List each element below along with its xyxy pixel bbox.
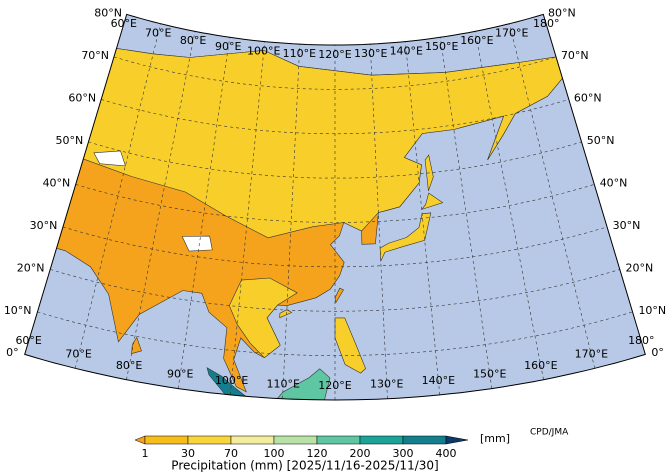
colorbar-tick-label: 100 — [264, 447, 285, 460]
colorbar-bin — [402, 435, 447, 445]
land-hainan — [279, 309, 293, 319]
left-lat-label: 60°N — [68, 92, 96, 105]
meridian — [369, 44, 388, 399]
top-lon-label: 110°E — [283, 47, 316, 60]
colorbar-tick-label: 400 — [436, 447, 457, 460]
parallel — [50, 269, 620, 312]
credit: CPD/JMA — [530, 428, 569, 438]
right-lat-label: 30°N — [613, 219, 641, 232]
left-lat-label: 50°N — [55, 134, 83, 147]
parallel — [75, 184, 595, 223]
left-lat-label: 10°N — [4, 304, 32, 317]
top-lon-label: 160°E — [460, 34, 493, 47]
colorbar-bin — [187, 435, 232, 445]
colorbar-tick-label: 120 — [307, 447, 328, 460]
top-lon-label: 60°E — [111, 17, 137, 30]
bottom-lon-label: 180° — [628, 334, 655, 347]
caption: Precipitation (mm) [2025/11/16-2025/11/3… — [171, 459, 438, 473]
meridian — [282, 44, 301, 399]
right-lat-label: 20°N — [626, 261, 654, 274]
top-lon-label: 70°E — [145, 26, 171, 39]
land-japan — [379, 212, 432, 262]
colorbar-high — [445, 435, 469, 445]
parallel — [62, 226, 608, 268]
bottom-lon-label: 120°E — [318, 379, 351, 392]
colorbar: 1 30 70 100 120 200 300 400 — [134, 435, 469, 460]
bottom-lon-label: 80°E — [116, 359, 142, 372]
land-philippines — [334, 317, 366, 374]
colorbar-bin — [359, 435, 404, 445]
meridian — [474, 31, 544, 380]
colorbar-unit: [mm] — [480, 432, 510, 445]
top-lon-label: 80°E — [180, 34, 206, 47]
meridian — [439, 37, 493, 389]
bottom-lon-label: 110°E — [267, 378, 300, 391]
colorbar-bin — [230, 435, 275, 445]
right-lat-label: 40°N — [600, 176, 628, 189]
land-tibet-gap — [181, 235, 213, 252]
left-lat-label: 80°N — [94, 7, 122, 20]
colorbar-tick-label: 30 — [181, 447, 195, 460]
bottom-lon-label: 90°E — [167, 368, 193, 381]
colorbar-tick-label: 200 — [350, 447, 371, 460]
colorbar-low — [134, 435, 146, 445]
parallel — [113, 56, 557, 90]
top-lon-label: 90°E — [215, 40, 241, 53]
left-lat-label: 0° — [6, 346, 19, 359]
map-content — [37, 23, 633, 401]
bottom-lon-label: 160°E — [524, 359, 557, 372]
land-taiwan — [334, 287, 344, 304]
right-lat-label: 60°N — [574, 92, 602, 105]
top-lon-label: 100°E — [247, 45, 280, 58]
colorbar-tick-label: 70 — [224, 447, 238, 460]
bottom-lon-label: 100°E — [215, 374, 248, 387]
meridian — [509, 23, 596, 369]
land-hokkaido — [420, 192, 444, 210]
top-lon-label: 170°E — [495, 26, 528, 39]
top-lon-label: 180° — [533, 17, 560, 30]
land-sri-lanka — [131, 336, 142, 355]
meridian — [177, 37, 231, 389]
top-lon-label: 120°E — [318, 48, 351, 61]
parallel — [88, 141, 582, 179]
parallel — [101, 99, 569, 135]
meridian — [405, 41, 441, 395]
colorbar-bin — [273, 435, 318, 445]
colorbar-tick-label: 300 — [393, 447, 414, 460]
top-lon-label: 140°E — [390, 45, 423, 58]
right-lat-label: 10°N — [638, 304, 666, 317]
meridian — [74, 23, 161, 369]
land-kz-gap — [93, 150, 126, 167]
bottom-lon-label: 140°E — [422, 374, 455, 387]
right-lat-label: 50°N — [587, 134, 615, 147]
left-lat-label: 70°N — [81, 49, 109, 62]
bottom-lon-label: 150°E — [473, 368, 506, 381]
left-lat-label: 20°N — [17, 261, 45, 274]
top-lon-label: 150°E — [425, 40, 458, 53]
bottom-lon-label: 70°E — [65, 348, 91, 361]
colorbar-bin — [144, 435, 189, 445]
left-lat-label: 30°N — [30, 219, 58, 232]
frame — [24, 13, 646, 401]
colorbar-bin — [316, 435, 361, 445]
bottom-lon-label: 170°E — [575, 348, 608, 361]
right-lat-label: 80°N — [548, 7, 576, 20]
land-north — [82, 48, 563, 239]
map: 60°E70°E80°E 90°E 100°E 110°E 120°E 130°E 140°… — [4, 7, 666, 401]
parallel — [37, 311, 633, 356]
left-lat-label: 40°N — [43, 176, 71, 189]
bottom-lon-label: 60°E — [15, 334, 41, 347]
colorbar-tick-label: 1 — [142, 447, 149, 460]
meridian — [126, 31, 196, 380]
top-lon-label: 130°E — [354, 47, 387, 60]
bottom-lon-label: 130°E — [370, 378, 403, 391]
right-lat-label: 70°N — [561, 49, 589, 62]
meridian — [229, 41, 265, 395]
right-lat-label: 0° — [651, 346, 664, 359]
